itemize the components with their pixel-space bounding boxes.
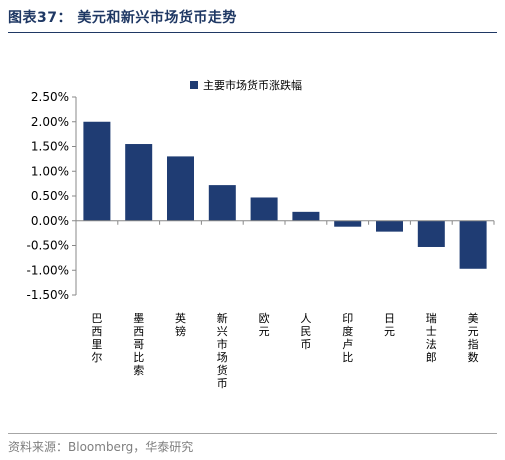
source-note: 资料来源：Bloomberg，华泰研究 <box>8 440 194 454</box>
x-tick-label: 美元指数 <box>468 312 479 364</box>
y-tick-label: -0.50% <box>27 239 69 253</box>
bar-chart: -1.50% -1.00% -0.50% 0.00% 0.50% 1.00% 1.50% 2.… <box>27 78 495 390</box>
source-divider <box>8 433 497 434</box>
x-tick-label: 英镑 <box>175 311 186 338</box>
legend-label: 主要市场货币涨跌幅 <box>203 78 302 92</box>
bar <box>250 197 278 221</box>
bar <box>208 185 236 221</box>
x-tick-label: 欧元 <box>259 312 270 338</box>
x-tick-label: 日元 <box>384 312 395 338</box>
y-tick-label: -1.50% <box>27 288 69 302</box>
page-title: 图表37： 美元和新兴市场货币走势 <box>8 10 237 26</box>
legend-swatch <box>190 81 198 89</box>
bar <box>376 220 403 232</box>
bar <box>459 220 487 269</box>
x-tick-label: 墨西哥比索 <box>133 312 144 377</box>
bar <box>417 220 445 247</box>
y-tick-label: 1.50% <box>31 140 69 154</box>
x-tick-label: 人民币 <box>300 312 311 351</box>
bar <box>292 211 320 221</box>
bar <box>83 121 111 221</box>
x-tick-label: 新兴市场货币 <box>217 311 228 390</box>
y-tick-label: -1.00% <box>27 263 69 277</box>
y-tick-label: 0.50% <box>31 189 69 203</box>
y-tick-label: 1.00% <box>31 164 69 178</box>
x-tick-label: 瑞士法郎 <box>426 311 437 364</box>
bar <box>125 144 153 221</box>
title-divider <box>8 32 497 33</box>
y-tick-label: 0.00% <box>31 214 69 228</box>
x-tick-label: 印度卢比 <box>342 312 353 364</box>
y-tick-label: 2.00% <box>31 115 69 129</box>
x-tick-label: 巴西里尔 <box>91 312 102 364</box>
bar <box>334 220 362 227</box>
bar <box>167 156 194 221</box>
y-tick-label: 2.50% <box>31 90 69 104</box>
